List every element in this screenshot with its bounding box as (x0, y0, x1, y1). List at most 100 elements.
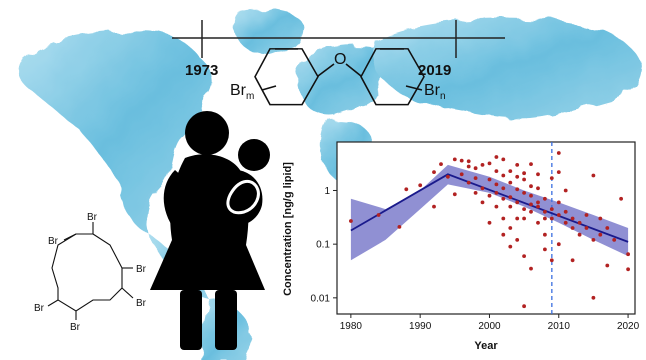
data-point (529, 202, 533, 207)
timeline-start-year: 1973 (185, 62, 218, 79)
data-point (605, 263, 610, 268)
hbcd-br-1: Br (87, 212, 98, 223)
hbcd-br-5: Br (34, 303, 45, 314)
pbde-right-br-bond (405, 85, 423, 91)
data-point (439, 162, 443, 167)
data-point (556, 242, 561, 247)
pbde-left-br-bond (261, 85, 277, 91)
data-point (626, 267, 630, 272)
data-point (473, 191, 478, 195)
data-point (577, 220, 582, 225)
x-tick-label: 2000 (478, 321, 501, 332)
data-point (549, 216, 554, 221)
pbde-br-right: Brn (424, 82, 446, 102)
data-point (522, 177, 526, 182)
data-point (591, 295, 596, 300)
data-point (522, 207, 526, 212)
data-point (480, 200, 485, 205)
data-point (466, 159, 471, 164)
asia-shape (373, 19, 641, 119)
data-point (508, 244, 513, 249)
data-point (570, 226, 575, 230)
data-point (494, 169, 499, 174)
data-point (349, 219, 353, 223)
data-point (508, 226, 513, 230)
data-point (501, 196, 506, 201)
europe-shape (296, 45, 388, 116)
data-point (515, 200, 520, 205)
baby-head (238, 139, 270, 171)
data-point (397, 225, 402, 229)
data-point (459, 158, 464, 163)
data-point (487, 193, 492, 198)
data-point (543, 196, 547, 201)
pbde-bond-left (317, 63, 335, 77)
data-point (556, 213, 561, 217)
data-point (494, 204, 499, 209)
data-point (487, 177, 492, 182)
pbde-oxygen: O (334, 51, 346, 68)
x-axis-ticks: 1980 1990 2000 2010 2020 (340, 314, 640, 332)
data-point (501, 232, 506, 237)
greenland-shape (231, 7, 301, 56)
north-america-shape (18, 31, 215, 235)
data-point (494, 191, 499, 195)
data-point (501, 173, 506, 178)
data-point (446, 174, 450, 179)
mother-leg-right (215, 290, 237, 350)
pbde-br-left: Brm (230, 82, 254, 102)
data-point (515, 238, 520, 242)
data-point (404, 187, 409, 192)
data-point (459, 172, 464, 177)
data-point (473, 176, 478, 181)
data-point (473, 166, 478, 171)
data-point (563, 220, 568, 225)
y-axis-label: Concentration [ng/g lipid] (282, 162, 294, 296)
data-point (536, 220, 540, 225)
data-point (466, 164, 471, 169)
data-point (584, 226, 589, 230)
mother-head (185, 111, 229, 155)
data-point (529, 193, 533, 198)
data-point (508, 180, 513, 185)
data-point (549, 258, 554, 263)
data-point (549, 176, 554, 181)
data-point (418, 183, 423, 188)
hbcd-br-4: Br (70, 322, 81, 333)
data-point (529, 184, 533, 189)
data-point (543, 232, 547, 237)
data-point (508, 204, 513, 209)
timeline (172, 20, 505, 58)
data-point (494, 182, 499, 187)
data-point (563, 209, 568, 214)
data-point (549, 207, 554, 212)
data-point (570, 258, 575, 263)
data-point (591, 173, 596, 178)
data-point (487, 220, 492, 225)
data-points-layer (349, 151, 630, 309)
data-point (543, 216, 547, 221)
data-point (522, 254, 526, 258)
data-point (515, 174, 520, 179)
data-point (480, 163, 485, 167)
data-point (432, 170, 436, 175)
data-point (452, 192, 457, 197)
data-point (452, 157, 457, 162)
hbcd-structure (47, 222, 134, 320)
data-point (543, 247, 547, 252)
data-point (529, 266, 533, 271)
data-point (536, 172, 540, 177)
data-point (577, 232, 582, 237)
data-point (591, 238, 596, 242)
data-point (466, 180, 471, 185)
x-tick-label: 1980 (340, 321, 363, 332)
data-point (508, 195, 513, 200)
data-point (598, 232, 603, 237)
data-point (536, 186, 540, 191)
mother-arm-left (163, 170, 184, 230)
hbcd-br-6: Br (48, 236, 59, 247)
concentration-chart: 1980 1990 2000 2010 2020 0.01 0.1 1 Year Conce… (282, 141, 640, 352)
data-point (556, 151, 561, 155)
